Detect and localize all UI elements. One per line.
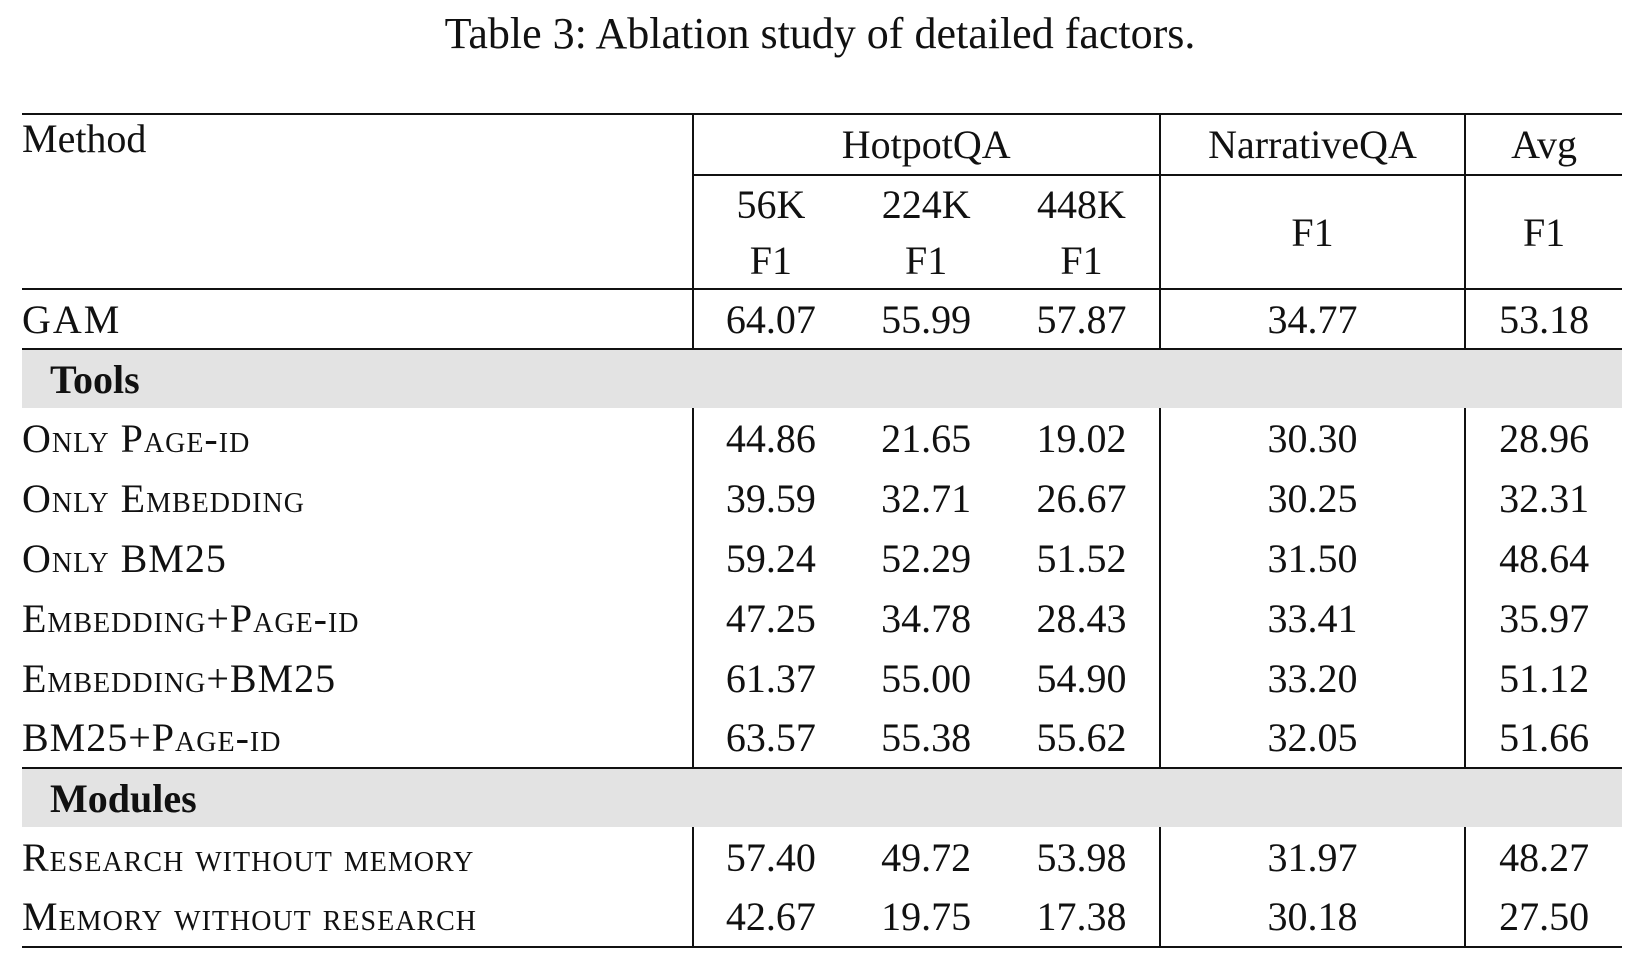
- hotpot-448k-size: 448K: [1037, 182, 1126, 227]
- hotpot-448k-f1-header: F1: [1004, 233, 1160, 290]
- avg-header: Avg: [1464, 114, 1622, 176]
- cell-value: 53.18: [1464, 289, 1622, 350]
- cell-value: 34.77: [1158, 289, 1466, 350]
- cell-value: 33.20: [1158, 648, 1466, 708]
- ablation-table: Method HotpotQA NarrativeQA Avg 56K 224K…: [22, 113, 1622, 948]
- cell-value: 63.57: [691, 708, 849, 769]
- cell-value: 33.41: [1158, 588, 1466, 648]
- table-row: Memory without research 42.67 19.75 17.3…: [22, 887, 1622, 948]
- table-row: Only Page-id 44.86 21.65 19.02 30.30 28.…: [22, 408, 1622, 468]
- cell-value: 19.02: [1036, 415, 1127, 461]
- cell-value: 53.98: [1036, 834, 1127, 880]
- hotpot-224k-size: 224K: [881, 182, 971, 227]
- cell-value: 55.00: [881, 655, 972, 701]
- row-name: Only BM25: [22, 535, 227, 581]
- section-title: Tools: [22, 349, 1622, 408]
- cell-value: 48.27: [1464, 827, 1622, 887]
- cell-value: 61.37: [691, 648, 849, 708]
- cell-value: 32.31: [1464, 468, 1622, 528]
- cell-value: 48.64: [1464, 528, 1622, 588]
- cell-value: 55.38: [848, 708, 1005, 769]
- row-name: Only Page-id: [22, 415, 251, 461]
- cell-value: 55.99: [848, 289, 1005, 350]
- table-row: Embedding+BM25 61.37 55.00 54.90 33.20 5…: [22, 648, 1622, 708]
- cell-value: 49.72: [881, 834, 972, 880]
- table-row: BM25+Page-id 63.57 55.38 55.62 32.05 51.…: [22, 708, 1622, 769]
- method-header: Method: [22, 114, 693, 290]
- cell-value: 51.12: [1464, 648, 1622, 708]
- avg-f1-header: F1: [1464, 175, 1622, 290]
- cell-value: 44.86: [691, 408, 849, 468]
- table-row: Only Embedding 39.59 32.71 26.67 30.25 3…: [22, 468, 1622, 528]
- cell-value: 59.24: [691, 528, 849, 588]
- cell-value: 28.96: [1464, 408, 1622, 468]
- cell-value: 30.25: [1158, 468, 1466, 528]
- cell-value: 21.65: [881, 415, 972, 461]
- cell-value: 30.18: [1158, 887, 1466, 948]
- hotpot-56k-size: 56K: [691, 175, 849, 233]
- cell-value: 28.43: [1036, 595, 1127, 641]
- cell-value: 57.87: [1004, 289, 1160, 350]
- cell-value: 39.59: [691, 468, 849, 528]
- row-name: Only Embedding: [22, 475, 305, 521]
- table-body: GAM 64.07 55.99 57.87 34.77 53.18 Tools …: [22, 289, 1622, 948]
- cell-value: 52.29: [881, 535, 972, 581]
- table-row: Research without memory 57.40 49.72 53.9…: [22, 827, 1622, 887]
- table-caption: Table 3: Ablation study of detailed fact…: [444, 9, 1196, 58]
- cell-value: 17.38: [1004, 887, 1160, 948]
- row-name: BM25+Page-id: [22, 708, 693, 769]
- cell-value: 57.40: [691, 827, 849, 887]
- hotpot-224k-f1-header: F1: [848, 233, 1005, 290]
- cell-value: 51.66: [1464, 708, 1622, 769]
- cell-value: 34.78: [881, 595, 972, 641]
- cell-value: 32.71: [881, 475, 972, 521]
- section-header-tools: Tools: [22, 349, 1622, 408]
- row-name: GAM: [22, 289, 693, 350]
- cell-value: 31.50: [1158, 528, 1466, 588]
- cell-value: 26.67: [1036, 475, 1127, 521]
- table-row: Embedding+Page-id 47.25 34.78 28.43 33.4…: [22, 588, 1622, 648]
- section-header-modules: Modules: [22, 768, 1622, 827]
- table-row: Only BM25 59.24 52.29 51.52 31.50 48.64: [22, 528, 1622, 588]
- narrativeqa-header: NarrativeQA: [1158, 114, 1466, 176]
- table-row-gam: GAM 64.07 55.99 57.87 34.77 53.18: [22, 289, 1622, 350]
- table-header: Method HotpotQA NarrativeQA Avg 56K 224K…: [22, 114, 1622, 290]
- cell-value: 64.07: [691, 289, 849, 350]
- cell-value: 42.67: [691, 887, 849, 948]
- cell-value: 19.75: [848, 887, 1005, 948]
- cell-value: 32.05: [1158, 708, 1466, 769]
- cell-value: 27.50: [1464, 887, 1622, 948]
- cell-value: 47.25: [691, 588, 849, 648]
- row-name: Memory without research: [22, 887, 693, 948]
- section-title: Modules: [22, 768, 1622, 827]
- cell-value: 35.97: [1464, 588, 1622, 648]
- narrativeqa-f1-header: F1: [1158, 175, 1466, 290]
- cell-value: 31.97: [1158, 827, 1466, 887]
- cell-value: 54.90: [1036, 655, 1127, 701]
- hotpotqa-header: HotpotQA: [691, 114, 1160, 176]
- row-name: Embedding+Page-id: [22, 595, 360, 641]
- hotpot-56k-f1-header: F1: [691, 233, 849, 290]
- row-name: Embedding+BM25: [22, 655, 337, 701]
- cell-value: 55.62: [1004, 708, 1160, 769]
- cell-value: 51.52: [1036, 535, 1127, 581]
- cell-value: 30.30: [1158, 408, 1466, 468]
- row-name: Research without memory: [22, 834, 475, 880]
